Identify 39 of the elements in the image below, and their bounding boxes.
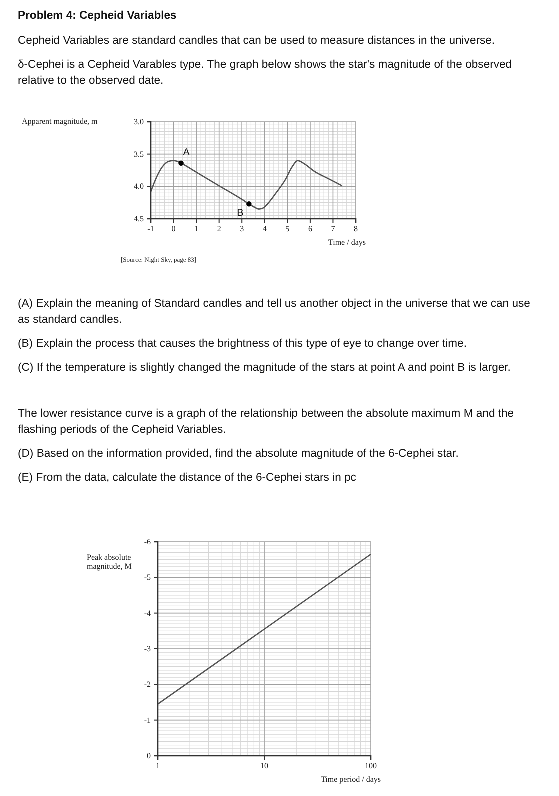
annotation: A	[183, 147, 190, 158]
x-tick-label: 10	[260, 762, 268, 771]
y-tick-label: -5	[144, 573, 151, 582]
x-axis-title: Time period / days	[321, 775, 381, 784]
text: (A) Explain the meaning of Standard candles and tell us another object in the universe that we can use as standard candles.	[18, 297, 532, 328]
x-tick-label: 2	[217, 224, 222, 234]
text: (B) Explain the process that causes the brightness of this type of eye to change over time.	[18, 337, 468, 352]
x-axis-title: Time / days	[328, 238, 366, 247]
y-tick-label: 0	[147, 752, 151, 761]
annotation: B	[237, 208, 244, 220]
text: (C) If the temperature is slightly changed the magnitude of the stars at point A and point B is larger.	[18, 361, 512, 376]
y-tick-label: 3.5	[134, 150, 144, 159]
y-tick-label: 4.5	[134, 214, 144, 224]
text: (D) Based on the information provided, find the absolute magnitude of the 6-Cephei star.	[18, 447, 460, 462]
text: Cepheid Variables are standard candles that can be used to measure distances in the universe.	[18, 34, 496, 49]
x-tick-label: 5	[286, 224, 290, 234]
y-tick-label: -4	[144, 608, 151, 618]
y-tick-label: 4.0	[134, 182, 144, 192]
y-tick-label: 3.0	[134, 118, 144, 127]
text: (E) From the data, calculate the distance of the 6-Cephei stars in pc	[18, 471, 358, 486]
text: δ-Cephei is a Cepheid Varables type. The graph below shows the star's magnitude of the observed relative to the observed date.	[18, 58, 514, 89]
y-axis-title: Peak absolute magnitude, M	[87, 553, 133, 571]
x-tick-label: 0	[172, 224, 176, 234]
x-tick-label: 6	[308, 224, 312, 234]
x-tick-label: 4	[262, 224, 267, 234]
x-tick-label: 1	[156, 762, 160, 771]
x-tick-label: 100	[365, 762, 377, 771]
text: The lower resistance curve is a graph of the relationship between the absolute maximum M and the flashing periods of the Cepheid Variables.	[18, 407, 516, 438]
y-tick-label: -3	[144, 644, 151, 654]
x-tick-label: 1	[194, 224, 199, 234]
chart-title: Problem 4: Cepheid Variables	[18, 9, 178, 24]
y-tick-label: -2	[144, 680, 151, 690]
line-series	[150, 160, 343, 210]
y-tick-label: -1	[144, 716, 151, 725]
x-tick-label: 7	[331, 224, 336, 234]
y-tick-label: -6	[144, 538, 151, 547]
y-axis-title: Apparent magnitude, m	[22, 117, 98, 126]
x-tick-label: 8	[354, 224, 358, 234]
x-tick-label: 3	[240, 224, 244, 234]
